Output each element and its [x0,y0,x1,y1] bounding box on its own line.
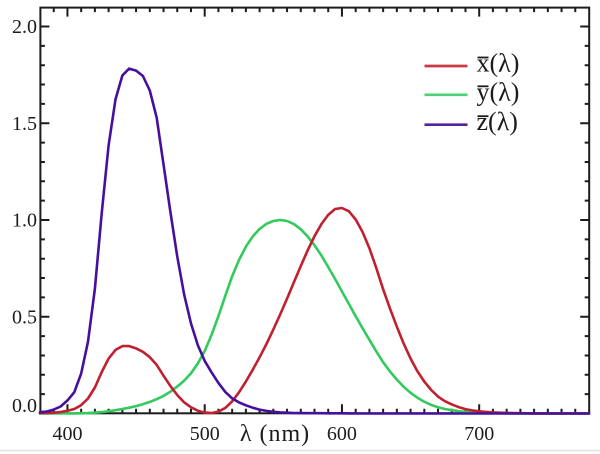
svg-text:2.0: 2.0 [12,16,37,38]
svg-text:700: 700 [464,423,494,445]
svg-text:x(λ): x(λ) [477,49,520,78]
svg-text:0.0: 0.0 [12,395,37,417]
svg-text:400: 400 [53,423,83,445]
svg-text:0.5: 0.5 [12,306,37,328]
svg-text:600: 600 [327,423,357,445]
svg-text:1.0: 1.0 [12,210,37,232]
svg-text:z(λ): z(λ) [477,107,518,136]
svg-text:1.5: 1.5 [12,113,37,135]
svg-text:λ (nm): λ (nm) [240,421,310,447]
svg-text:500: 500 [190,423,220,445]
svg-text:y(λ): y(λ) [477,77,520,106]
